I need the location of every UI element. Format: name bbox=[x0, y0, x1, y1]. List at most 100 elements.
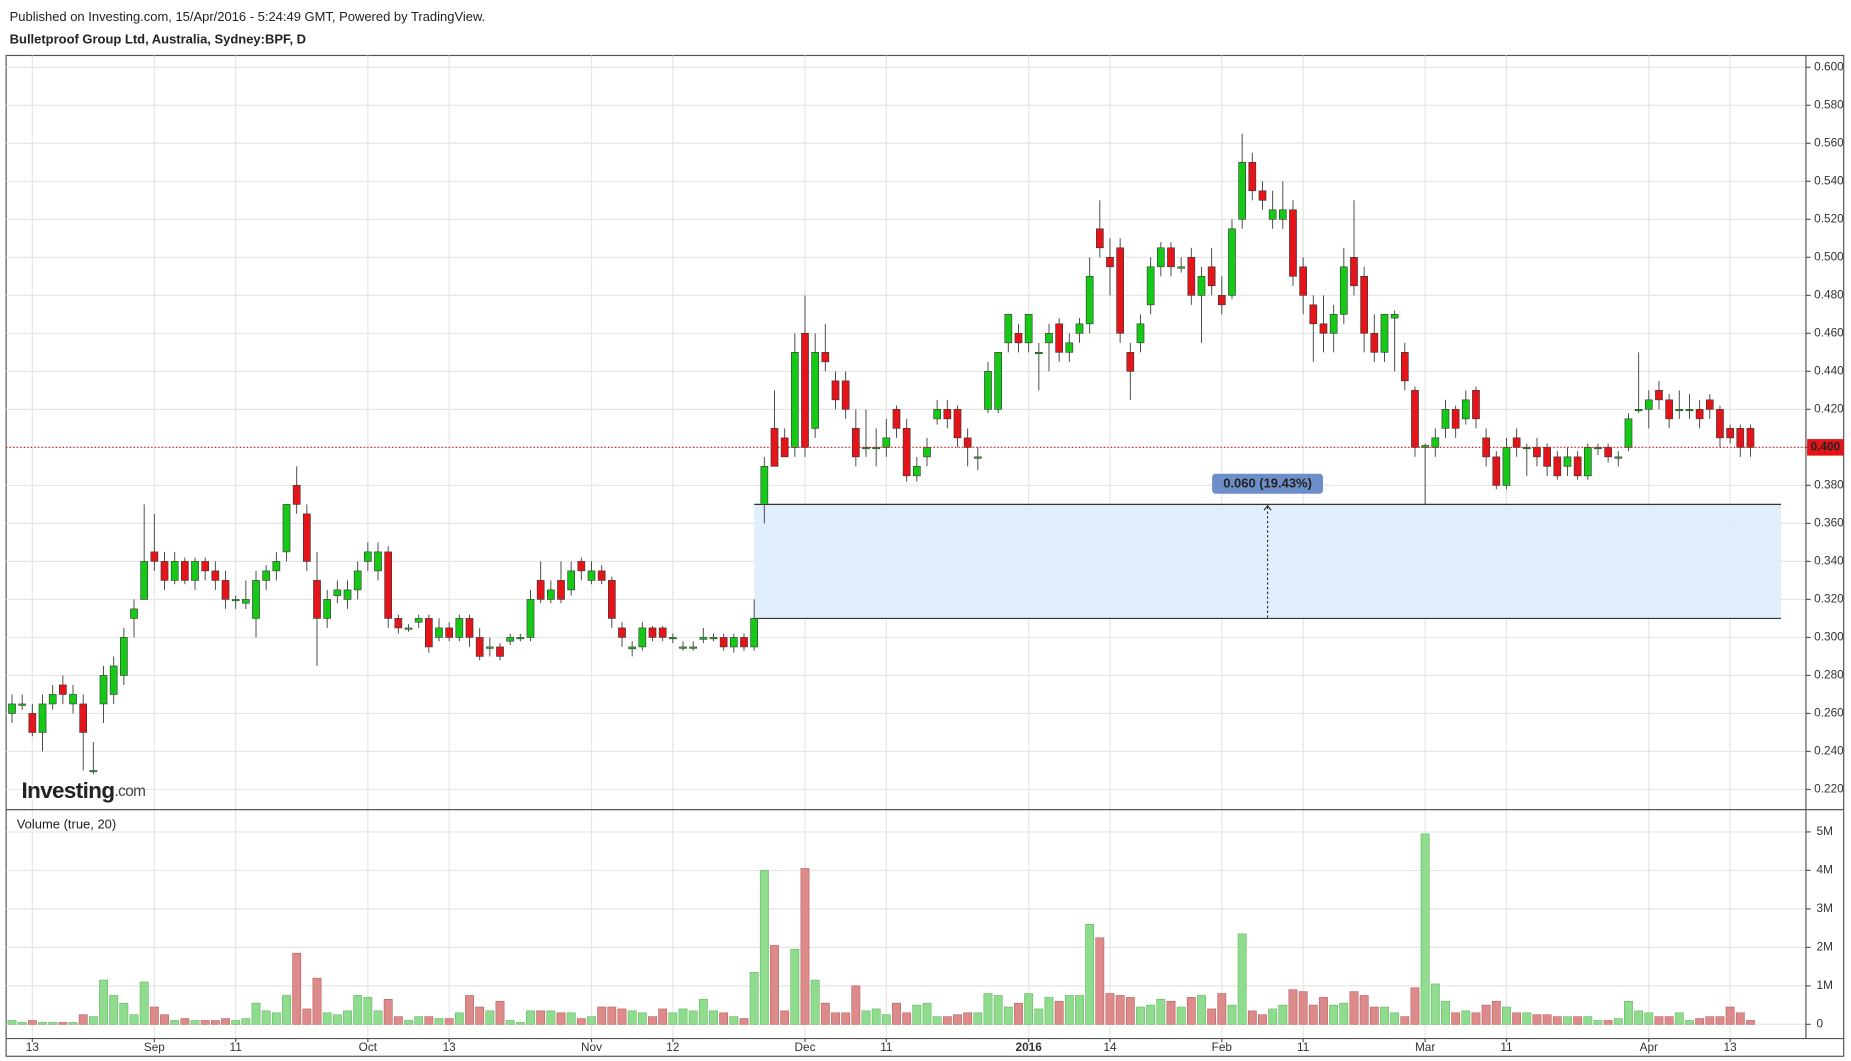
candle-body bbox=[1299, 266, 1307, 296]
volume-bar bbox=[261, 1010, 271, 1025]
volume-bar bbox=[383, 999, 393, 1025]
volume-bar bbox=[1674, 1012, 1684, 1025]
volume-bar bbox=[719, 1012, 729, 1025]
candle-body bbox=[242, 599, 250, 604]
candle-body bbox=[963, 437, 972, 448]
candle-body bbox=[211, 570, 220, 581]
last-price-label: 0.400 bbox=[1811, 439, 1841, 453]
volume-bar bbox=[1339, 1002, 1349, 1025]
volume-bar bbox=[1044, 997, 1054, 1025]
candle-body bbox=[994, 352, 1002, 410]
volume-bar bbox=[648, 1016, 657, 1025]
candle-body bbox=[1207, 266, 1216, 287]
candle-body bbox=[404, 627, 413, 630]
y-tick-label: 0.320 bbox=[1814, 592, 1844, 606]
candle-body bbox=[1705, 399, 1714, 410]
volume-bar bbox=[343, 1010, 352, 1025]
candle-body bbox=[953, 409, 962, 439]
y-tick-label: 0.500 bbox=[1814, 249, 1844, 263]
candle-body bbox=[577, 561, 586, 572]
volume-bar bbox=[1583, 1016, 1593, 1025]
volume-bar bbox=[892, 1002, 901, 1025]
candle-body bbox=[587, 570, 596, 581]
volume-bar bbox=[353, 995, 363, 1025]
volume-bar bbox=[282, 995, 291, 1025]
x-tick-label: 11 bbox=[1297, 1040, 1309, 1054]
y-tick-label: 0.580 bbox=[1814, 97, 1844, 111]
volume-bar bbox=[607, 1006, 617, 1025]
y-tick-label: 0.220 bbox=[1814, 782, 1844, 796]
x-tick-label: Apr bbox=[1640, 1040, 1658, 1054]
candle-body bbox=[1726, 428, 1734, 439]
volume-bar bbox=[99, 979, 108, 1025]
volume-bar bbox=[1319, 997, 1328, 1025]
candle-body bbox=[150, 551, 159, 562]
x-tick-label: 13 bbox=[26, 1040, 40, 1054]
volume-bar bbox=[322, 1012, 332, 1025]
volume-bar bbox=[78, 1014, 88, 1025]
volume-bar bbox=[1461, 1010, 1471, 1025]
volume-bar bbox=[942, 1016, 952, 1025]
logo-suffix: .com bbox=[115, 783, 146, 800]
volume-bar bbox=[515, 1022, 525, 1025]
candle-body bbox=[231, 599, 240, 602]
candle-body bbox=[1716, 409, 1724, 439]
volume-bar bbox=[1064, 995, 1074, 1025]
volume-bar bbox=[1522, 1012, 1532, 1025]
candle-body bbox=[1258, 190, 1267, 201]
volume-bar bbox=[749, 972, 759, 1025]
candle-body bbox=[384, 551, 393, 619]
volume-bar bbox=[1024, 993, 1034, 1025]
volume-bar bbox=[1105, 993, 1115, 1025]
volume-bar bbox=[841, 1012, 851, 1025]
volume-bar bbox=[1176, 1006, 1186, 1025]
candle-body bbox=[1370, 333, 1379, 353]
volume-bar bbox=[58, 1022, 68, 1025]
candle-body bbox=[333, 589, 342, 596]
volume-bar bbox=[1369, 1006, 1379, 1025]
candle-body bbox=[1248, 161, 1257, 192]
candle-body bbox=[658, 627, 667, 638]
volume-bar bbox=[1593, 1020, 1603, 1025]
candle-body bbox=[882, 437, 891, 448]
volume-bar bbox=[109, 995, 119, 1025]
volume-bar bbox=[1685, 1020, 1694, 1025]
candle-body bbox=[8, 703, 16, 714]
y-tick-label: 0.440 bbox=[1814, 363, 1844, 377]
candle-body bbox=[313, 580, 321, 619]
volume-bar bbox=[241, 1018, 251, 1025]
candle-body bbox=[394, 618, 403, 629]
volume-bar bbox=[1197, 995, 1206, 1025]
candle-body bbox=[1217, 295, 1226, 306]
volume-bar bbox=[363, 997, 373, 1025]
plot: 0.060 (19.43%) bbox=[7, 133, 1781, 1025]
candle-body bbox=[1177, 266, 1185, 269]
volume-bar bbox=[1420, 833, 1430, 1025]
y-tick-label: 0.600 bbox=[1814, 59, 1844, 73]
volume-bar bbox=[1400, 1016, 1410, 1025]
volume-bar bbox=[1186, 997, 1196, 1025]
volume-bar bbox=[912, 1004, 922, 1025]
candle-body bbox=[709, 637, 718, 640]
volume-bar bbox=[332, 1014, 342, 1025]
candle-body bbox=[1451, 409, 1460, 429]
candle-body bbox=[59, 684, 67, 695]
volume-bar bbox=[1390, 1012, 1400, 1025]
volume-bar bbox=[200, 1020, 210, 1025]
candle-body bbox=[475, 637, 484, 657]
volume-bar bbox=[119, 1002, 129, 1025]
volume-bar bbox=[1735, 1012, 1745, 1025]
candle-body bbox=[1522, 447, 1531, 450]
volume-bar bbox=[17, 1022, 27, 1025]
candle-body bbox=[1380, 314, 1389, 353]
candle-body bbox=[1431, 437, 1440, 448]
candle-body bbox=[1411, 390, 1419, 448]
candle-body bbox=[1573, 456, 1582, 477]
x-tick-label: 12 bbox=[666, 1040, 679, 1054]
volume-bar bbox=[1308, 1004, 1318, 1025]
candle-body bbox=[445, 627, 454, 638]
volume-bar bbox=[475, 1006, 485, 1025]
candle-body bbox=[1309, 304, 1318, 325]
y-tick-label: 0.360 bbox=[1814, 516, 1844, 530]
volume-bar bbox=[139, 981, 149, 1025]
